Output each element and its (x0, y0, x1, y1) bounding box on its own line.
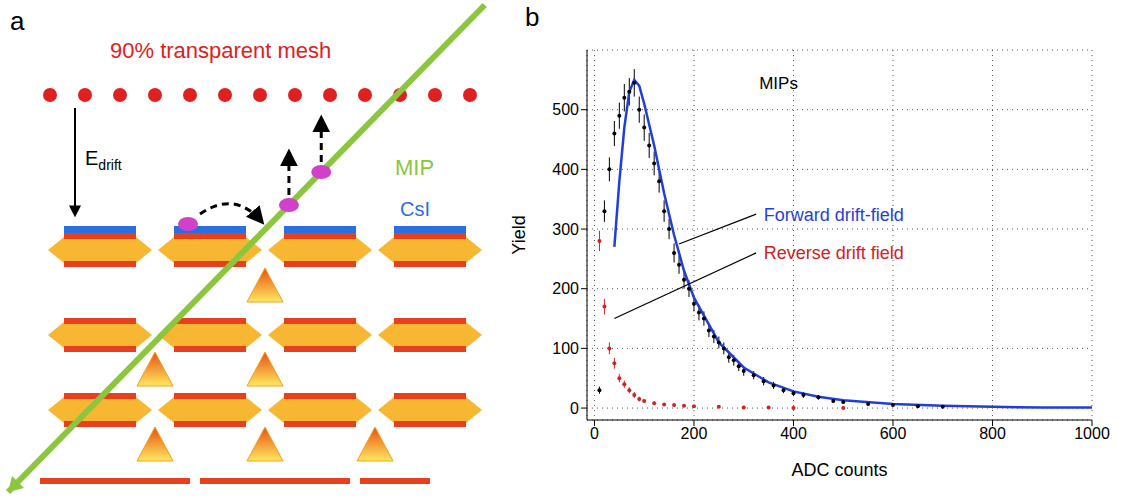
svg-text:Yield: Yield (509, 215, 529, 254)
svg-text:Reverse drift field: Reverse drift field (764, 243, 904, 263)
svg-text:Forward drift-field: Forward drift-field (764, 205, 904, 225)
svg-text:MIPs: MIPs (759, 74, 798, 93)
svg-text:a: a (10, 6, 25, 36)
svg-text:600: 600 (880, 425, 907, 442)
svg-text:0: 0 (570, 400, 579, 417)
svg-text:Edrift: Edrift (85, 147, 122, 173)
html-text:b: b (525, 2, 540, 32)
svg-text:400: 400 (780, 425, 807, 442)
svg-text:800: 800 (979, 425, 1006, 442)
svg-text:200: 200 (681, 425, 708, 442)
svg-text:ADC counts: ADC counts (791, 460, 887, 480)
svg-text:CsI: CsI (400, 198, 430, 220)
svg-text:300: 300 (552, 221, 579, 238)
svg-text:100: 100 (552, 340, 579, 357)
svg-text:200: 200 (552, 280, 579, 297)
svg-text:500: 500 (552, 101, 579, 118)
svg-text:90% transparent mesh: 90% transparent mesh (110, 38, 331, 63)
svg-text:400: 400 (552, 161, 579, 178)
svg-text:MIP: MIP (395, 155, 434, 180)
svg-text:1000: 1000 (1074, 425, 1110, 442)
svg-text:0: 0 (590, 425, 599, 442)
